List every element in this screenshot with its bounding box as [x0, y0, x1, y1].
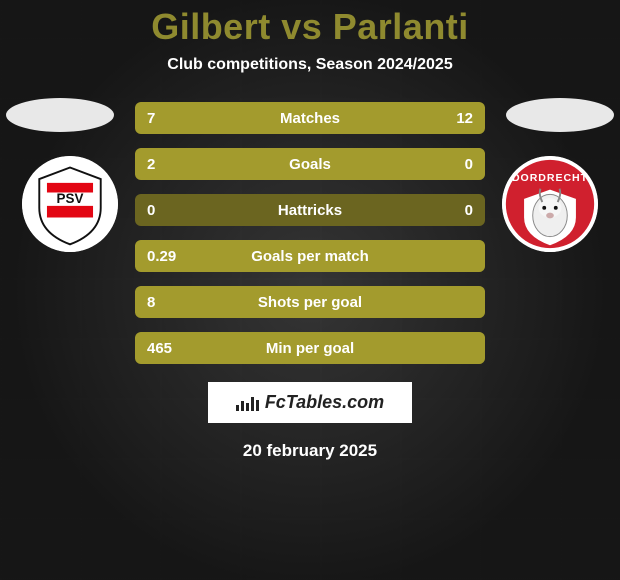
stat-value-right: 0 — [465, 202, 473, 219]
stat-row: 465 Min per goal — [135, 332, 485, 364]
stat-label: Goals per match — [251, 248, 369, 265]
player-marker-right — [506, 98, 614, 132]
stat-value-left: 8 — [147, 294, 155, 311]
stat-value-right: 0 — [465, 156, 473, 173]
club-logo-right: DORDRECHT — [502, 156, 598, 252]
club-logo-left: PSV — [22, 156, 118, 252]
chart-icon — [236, 395, 259, 411]
stat-row: 0.29 Goals per match — [135, 240, 485, 272]
brand-badge: FcTables.com — [208, 382, 412, 423]
subtitle: Club competitions, Season 2024/2025 — [167, 56, 452, 74]
stat-value-left: 7 — [147, 110, 155, 127]
stat-bars: 7 Matches 12 2 Goals 0 0 Hattricks 0 0.29 Goals pe… — [135, 102, 485, 364]
stat-value-left: 0 — [147, 202, 155, 219]
stat-value-left: 0.29 — [147, 248, 176, 265]
stats-area: PSV DORDRECHT 7 Matches 12 2 Goals 0 0 Hattrick… — [0, 102, 620, 364]
date-label: 20 february 2025 — [243, 441, 377, 461]
stat-row: 2 Goals 0 — [135, 148, 485, 180]
psv-shield-icon: PSV — [22, 156, 118, 252]
page-title: Gilbert vs Parlanti — [151, 6, 469, 48]
stat-label: Hattricks — [278, 202, 342, 219]
stat-label: Matches — [280, 110, 340, 127]
svg-text:PSV: PSV — [57, 191, 84, 206]
stat-value-left: 2 — [147, 156, 155, 173]
stat-row: 0 Hattricks 0 — [135, 194, 485, 226]
infographic-container: Gilbert vs Parlanti Club competitions, S… — [0, 0, 620, 580]
stat-value-left: 465 — [147, 340, 172, 357]
svg-text:DORDRECHT: DORDRECHT — [512, 172, 588, 184]
stat-row: 7 Matches 12 — [135, 102, 485, 134]
dordrecht-shield-icon: DORDRECHT — [502, 156, 598, 252]
stat-label: Shots per goal — [258, 294, 362, 311]
stat-row: 8 Shots per goal — [135, 286, 485, 318]
stat-label: Goals — [289, 156, 331, 173]
player-marker-left — [6, 98, 114, 132]
stat-value-right: 12 — [456, 110, 473, 127]
stat-label: Min per goal — [266, 340, 354, 357]
brand-text: FcTables.com — [265, 392, 384, 413]
